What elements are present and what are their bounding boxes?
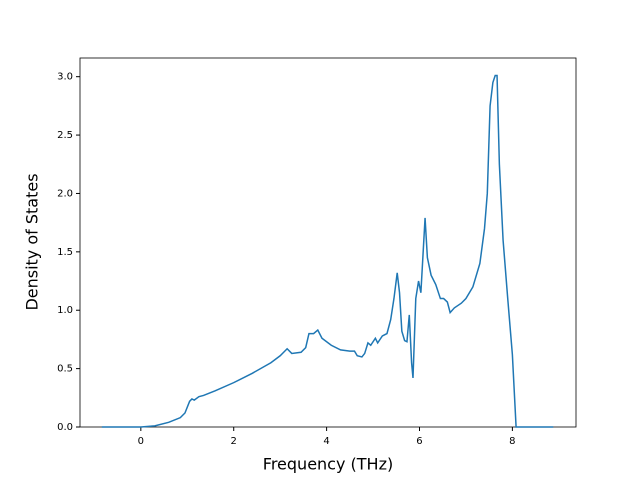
y-tick-label: 0.5 — [57, 364, 73, 375]
x-tick-label: 4 — [323, 436, 329, 447]
x-tick-label: 6 — [416, 436, 422, 447]
y-tick-label: 0.0 — [57, 422, 73, 433]
y-tick-label: 1.0 — [57, 305, 73, 316]
y-axis-label: Density of States — [23, 173, 42, 310]
y-tick-label: 1.5 — [57, 247, 73, 258]
x-axis-label: Frequency (THz) — [263, 455, 393, 474]
y-tick-label: 3.0 — [57, 72, 73, 83]
plot-frame — [79, 57, 577, 428]
data-line — [101, 74, 554, 428]
x-tick-label: 0 — [138, 436, 144, 447]
y-tick-label: 2.5 — [57, 130, 73, 141]
x-tick-label: 2 — [231, 436, 237, 447]
x-tick-label: 8 — [509, 436, 515, 447]
y-tick-label: 2.0 — [57, 188, 73, 199]
